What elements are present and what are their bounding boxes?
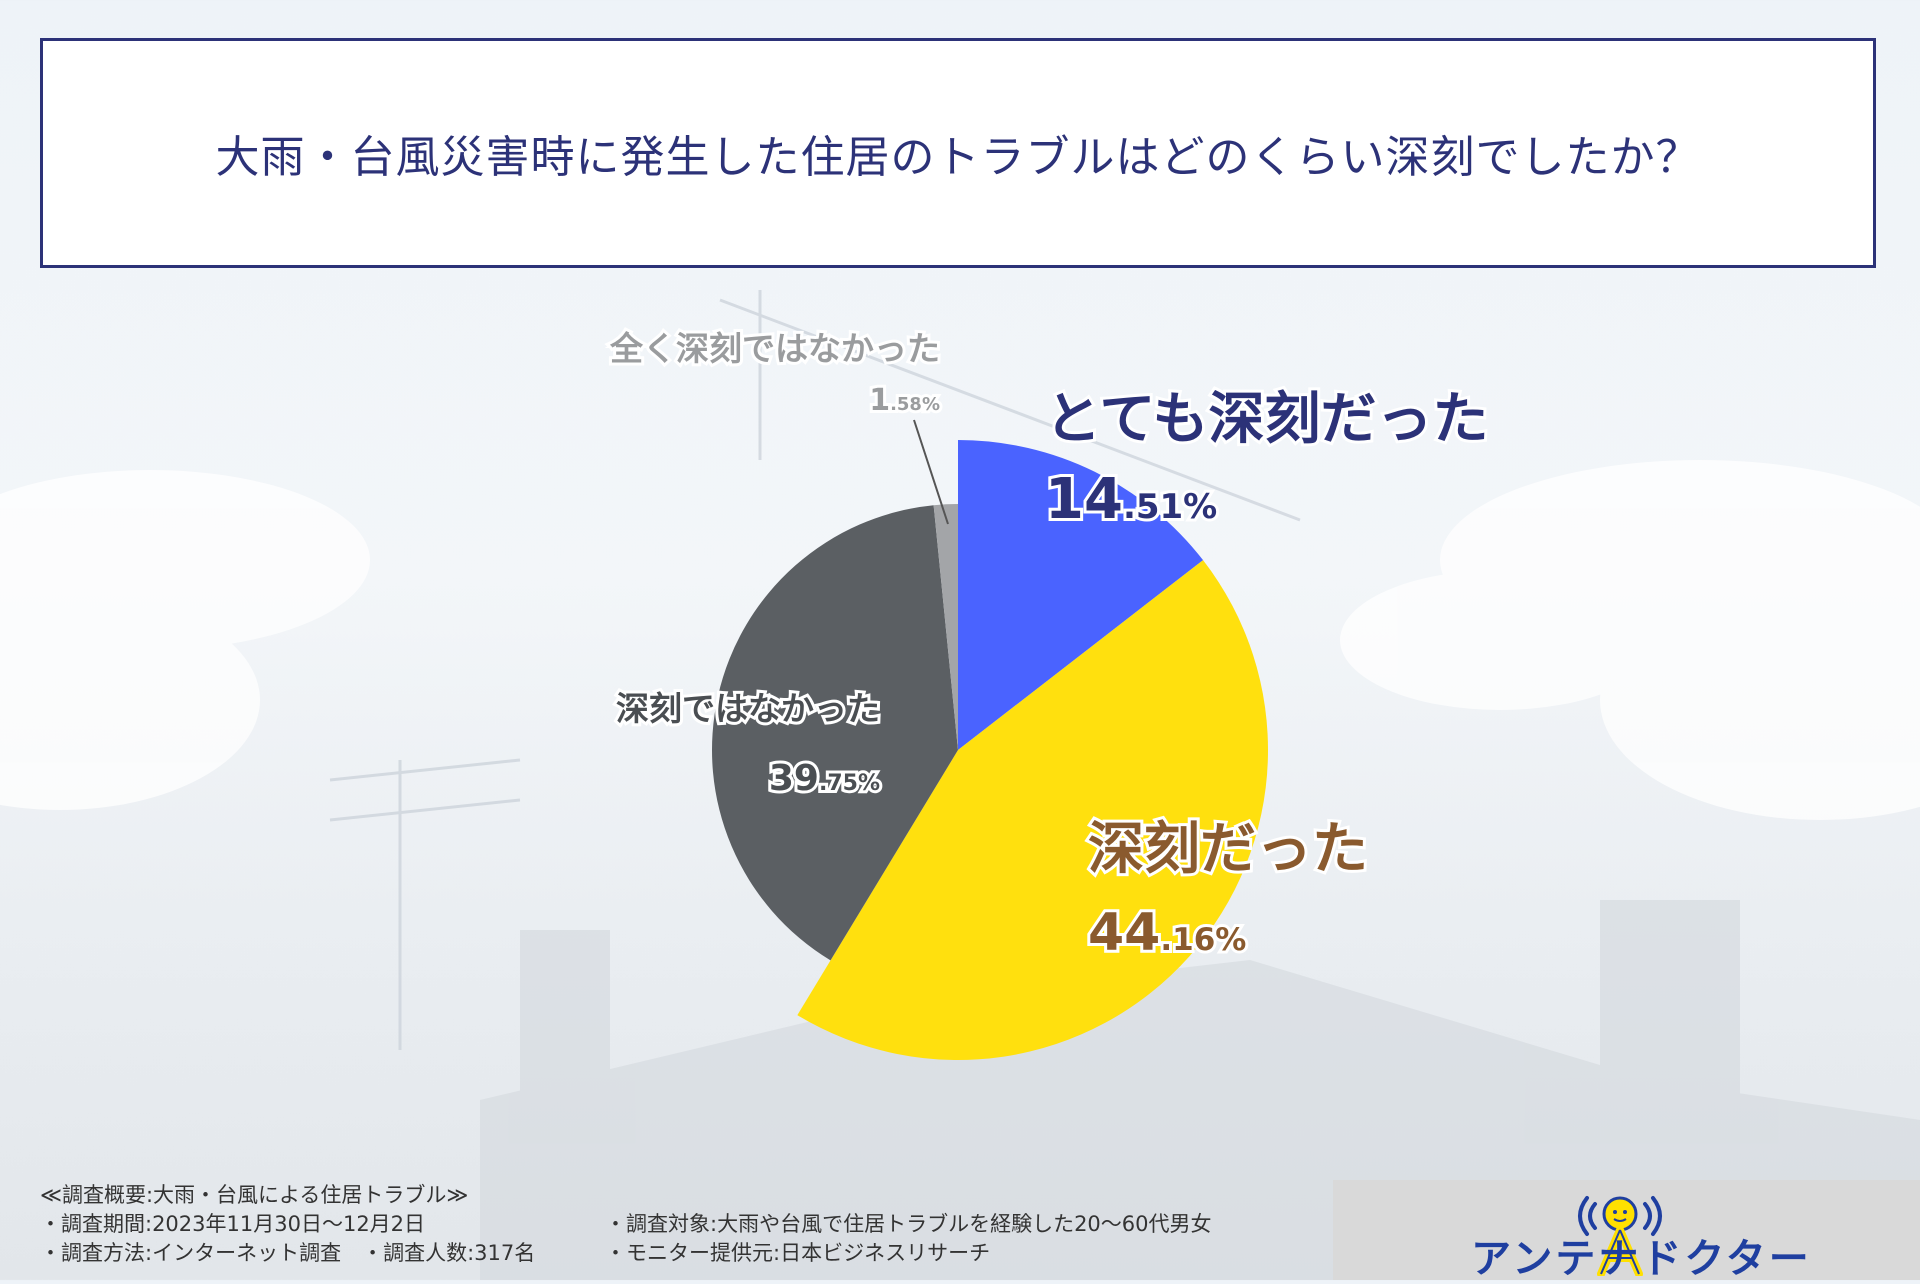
pie-slice-2 [712, 505, 958, 961]
chart-title: 大雨・台風災害時に発生した住居のトラブルはどのくらい深刻でしたか？ [215, 132, 1701, 183]
slice-value-int-0: 14 [1045, 467, 1123, 532]
slice-value-pct-1: % [1215, 922, 1246, 958]
slice-label-3: 全く深刻ではなかった [609, 329, 940, 368]
slice-value-2: 39.75% [769, 758, 880, 799]
survey-method: ・調査方法:インターネット調査 ・調査人数:317名 [40, 1241, 536, 1265]
summary-heading: ≪調査概要:大雨・台風による住居トラブル≫ [40, 1183, 469, 1207]
pie-slices [712, 440, 1268, 1060]
slice-value-1: 44.16% [1088, 903, 1246, 963]
slice-value-dec-2: .75 [819, 771, 858, 796]
survey-monitor: ・モニター提供元:日本ビジネスリサーチ [605, 1241, 991, 1265]
slice-label-0: とても深刻だった [1045, 387, 1489, 452]
pie-slice-0 [958, 440, 1204, 750]
slice-value-0: 14.51% [1045, 467, 1217, 532]
antenna-doctor-logo: アンテナドクター [1333, 1180, 1920, 1282]
survey-summary-left: ≪調査概要:大雨・台風による住居トラブル≫ ・調査期間:2023年11月30日〜… [40, 1181, 535, 1268]
slice-value-int-1: 44 [1088, 903, 1160, 963]
slice-value-3: 1.58% [869, 383, 940, 418]
slice-label-2: 深刻ではなかった [616, 689, 880, 728]
pie-slice-3 [933, 504, 958, 750]
survey-period: ・調査期間:2023年11月30日〜12月2日 [40, 1212, 426, 1236]
slice-label-1: 深刻だった [1088, 817, 1368, 882]
slice-value-pct-0: % [1183, 487, 1217, 527]
survey-summary-right: ・調査対象:大雨や台風で住居トラブルを経験した20〜60代男女 ・モニター提供元… [605, 1210, 1212, 1268]
slice-value-pct-2: % [858, 771, 880, 796]
title-box: 大雨・台風災害時に発生した住居のトラブルはどのくらい深刻でしたか？ [40, 38, 1876, 268]
pie-labels: とても深刻だった 14.51% 深刻だった 44.16% 深刻ではなかった 39.75% 全… [606, 326, 1492, 966]
slice-value-dec-1: .16 [1160, 922, 1215, 958]
survey-target: ・調査対象:大雨や台風で住居トラブルを経験した20〜60代男女 [605, 1212, 1212, 1236]
logo-text: アンテナドクター [1471, 1236, 1812, 1282]
slice-value-int-2: 39 [769, 758, 819, 799]
leader-line [913, 419, 949, 525]
pie-slice-1 [797, 560, 1268, 1060]
slice-value-dec-3: .58 [890, 394, 922, 415]
slice-value-pct-3: % [922, 394, 940, 415]
antenna-mascot-icon [1578, 1196, 1662, 1276]
slice-value-dec-0: .51 [1123, 487, 1183, 527]
slice-value-int-3: 1 [869, 383, 890, 418]
